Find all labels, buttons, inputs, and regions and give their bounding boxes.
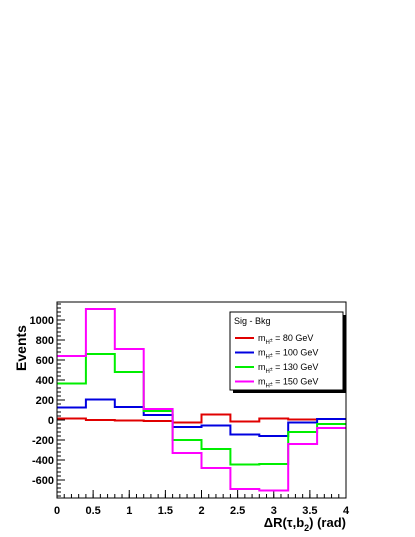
y-tick-label: 400	[36, 375, 54, 387]
legend-box	[229, 311, 344, 391]
legend-entry: mH± = 150 GeV	[258, 377, 318, 390]
x-tick-label: 2.5	[230, 505, 245, 517]
legend-entry: mH± = 130 GeV	[258, 362, 318, 375]
y-tick-label: 0	[48, 415, 54, 427]
y-tick-label: 800	[36, 335, 54, 347]
y-tick-label: 200	[36, 395, 54, 407]
legend-entry: mH± = 100 GeV	[258, 348, 318, 361]
legend-entry: mH± = 80 GeV	[258, 333, 313, 346]
x-tick-label: 4	[343, 505, 350, 517]
axes: 0 0.5 1 1.5 2 2.5 3 3.5 4 -600 -400 -200 0 200 400 600 8…	[30, 303, 350, 517]
x-tick-label: 1	[126, 505, 132, 517]
y-tick-label: -400	[32, 455, 54, 467]
legend-header: Sig - Bkg	[234, 316, 271, 326]
y-tick-label: -600	[32, 475, 54, 487]
y-tick-label: 600	[36, 355, 54, 367]
series-group	[57, 308, 346, 492]
series-line	[57, 308, 346, 492]
y-tick-label: -200	[32, 435, 54, 447]
x-tick-label: 0.5	[85, 505, 100, 517]
x-tick-label: 0	[54, 505, 60, 517]
x-tick-label: 1.5	[158, 505, 173, 517]
x-tick-label: 3.5	[302, 505, 317, 517]
x-tick-label: 2	[198, 505, 204, 517]
plot-frame	[56, 301, 347, 499]
series-line	[57, 398, 346, 437]
y-tick-label: 1000	[30, 315, 54, 327]
series-line	[57, 353, 346, 466]
series-line	[57, 413, 346, 424]
x-tick-label: 3	[271, 505, 277, 517]
x-axis-label: ΔR(τ,b2) (rad)	[264, 515, 346, 533]
y-axis-label: Events	[13, 325, 29, 371]
